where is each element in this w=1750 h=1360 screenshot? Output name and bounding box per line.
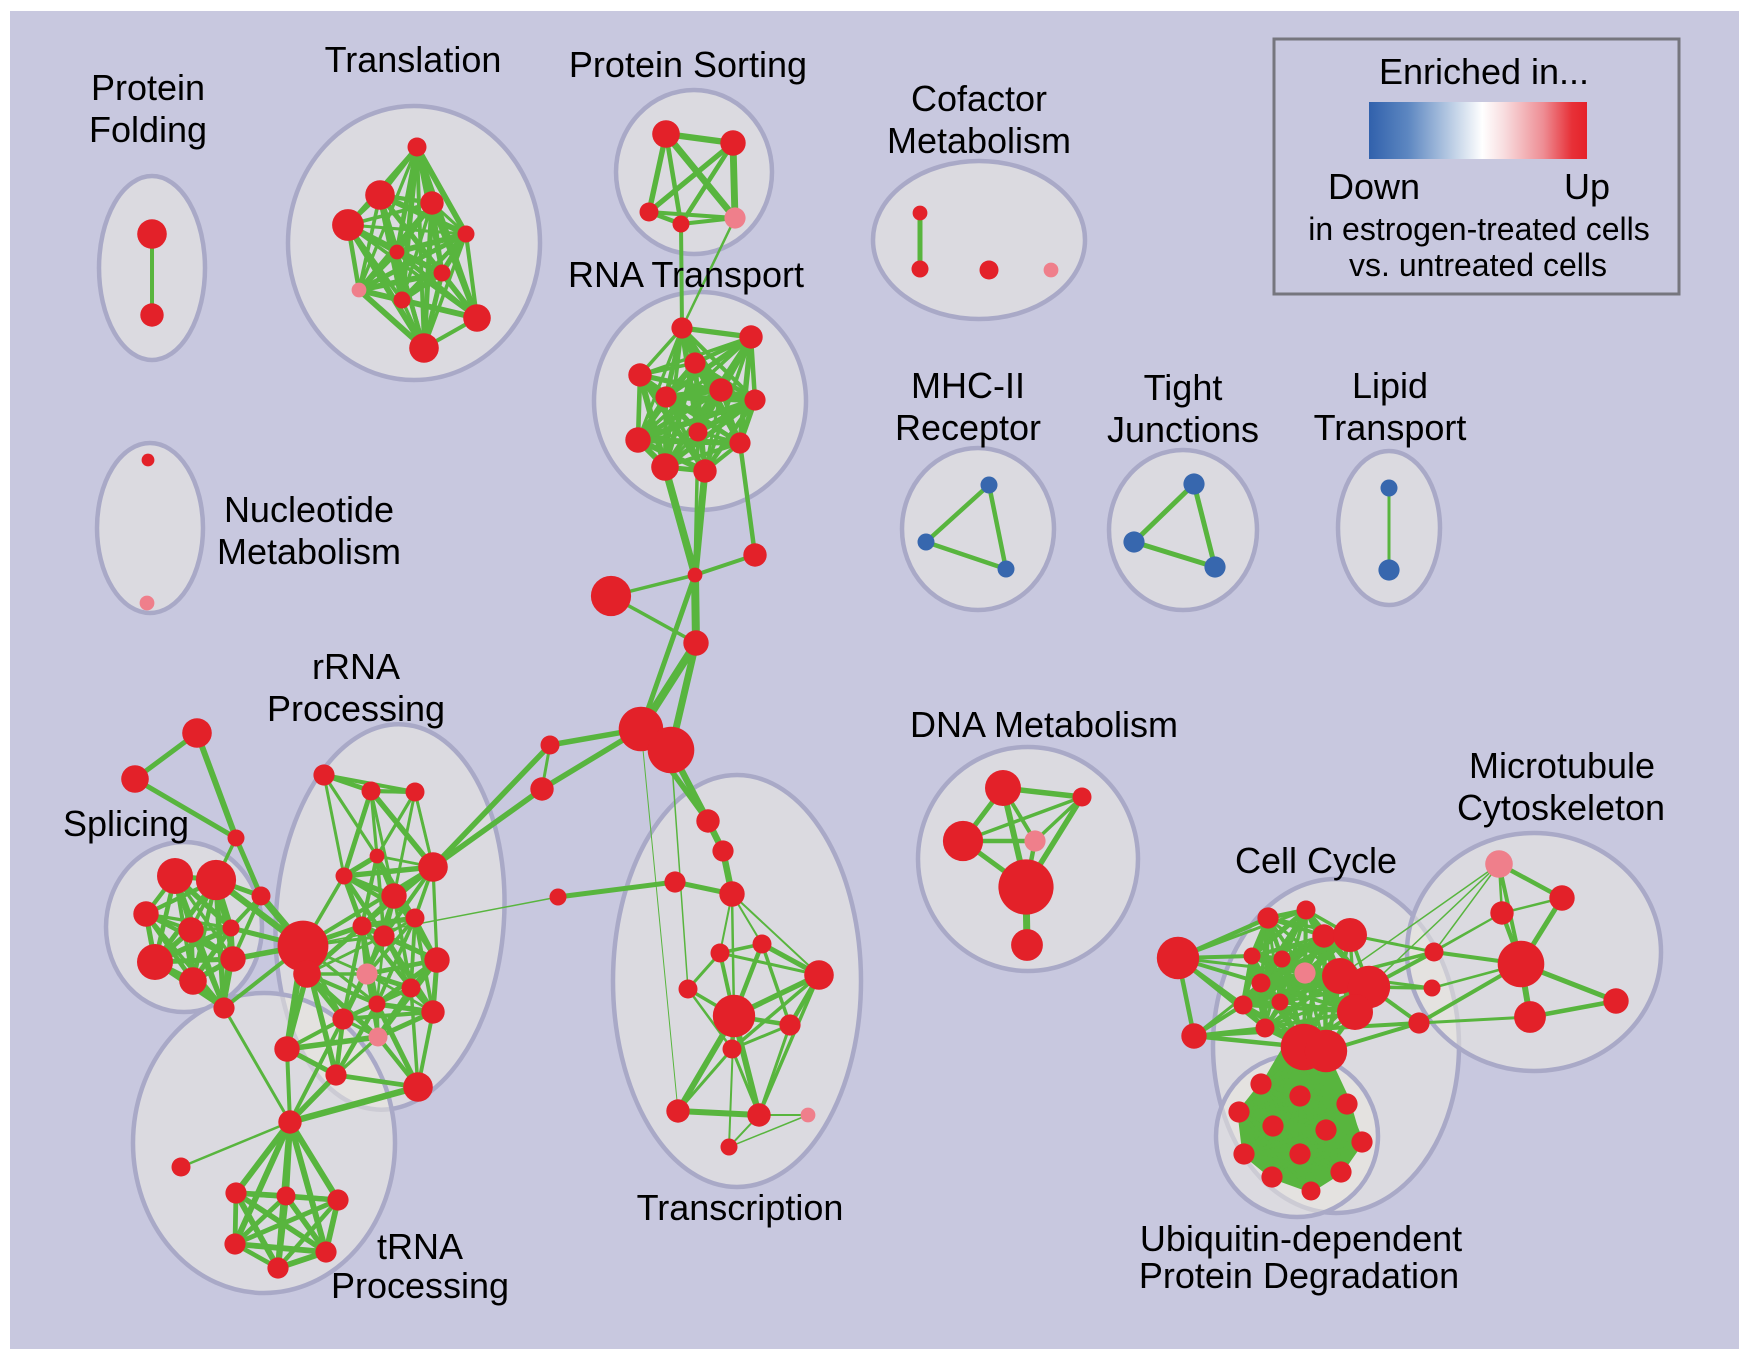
svg-text:Junctions: Junctions: [1107, 409, 1259, 450]
svg-text:Ubiquitin-dependent: Ubiquitin-dependent: [1140, 1218, 1462, 1259]
svg-text:Protein: Protein: [91, 67, 205, 108]
svg-text:Receptor: Receptor: [895, 407, 1041, 448]
svg-text:Cell Cycle: Cell Cycle: [1235, 840, 1397, 881]
svg-text:Splicing: Splicing: [63, 803, 189, 844]
svg-text:Nucleotide: Nucleotide: [224, 489, 394, 530]
svg-text:Transport: Transport: [1314, 407, 1467, 448]
svg-text:vs. untreated cells: vs. untreated cells: [1349, 247, 1607, 283]
svg-text:Folding: Folding: [89, 109, 207, 150]
svg-text:Cytoskeleton: Cytoskeleton: [1457, 787, 1665, 828]
svg-text:rRNA: rRNA: [312, 646, 400, 687]
svg-text:MHC-II: MHC-II: [911, 365, 1025, 406]
svg-text:Cofactor: Cofactor: [911, 78, 1047, 119]
svg-text:Processing: Processing: [267, 688, 445, 729]
svg-text:RNA Transport: RNA Transport: [568, 254, 804, 295]
svg-text:Protein Sorting: Protein Sorting: [569, 44, 807, 85]
svg-text:tRNA: tRNA: [377, 1226, 463, 1267]
svg-text:Microtubule: Microtubule: [1469, 745, 1655, 786]
svg-text:Translation: Translation: [325, 39, 502, 80]
svg-text:Enriched in...: Enriched in...: [1379, 51, 1589, 92]
svg-text:Metabolism: Metabolism: [217, 531, 401, 572]
svg-text:Protein Degradation: Protein Degradation: [1139, 1255, 1459, 1296]
svg-text:Processing: Processing: [331, 1265, 509, 1306]
svg-text:DNA Metabolism: DNA Metabolism: [910, 704, 1178, 745]
svg-text:Tight: Tight: [1144, 367, 1223, 408]
svg-text:Up: Up: [1564, 166, 1610, 207]
svg-text:in estrogen-treated cells: in estrogen-treated cells: [1308, 211, 1650, 247]
svg-text:Lipid: Lipid: [1352, 365, 1428, 406]
svg-text:Transcription: Transcription: [637, 1187, 844, 1228]
svg-text:Metabolism: Metabolism: [887, 120, 1071, 161]
svg-text:Down: Down: [1328, 166, 1420, 207]
